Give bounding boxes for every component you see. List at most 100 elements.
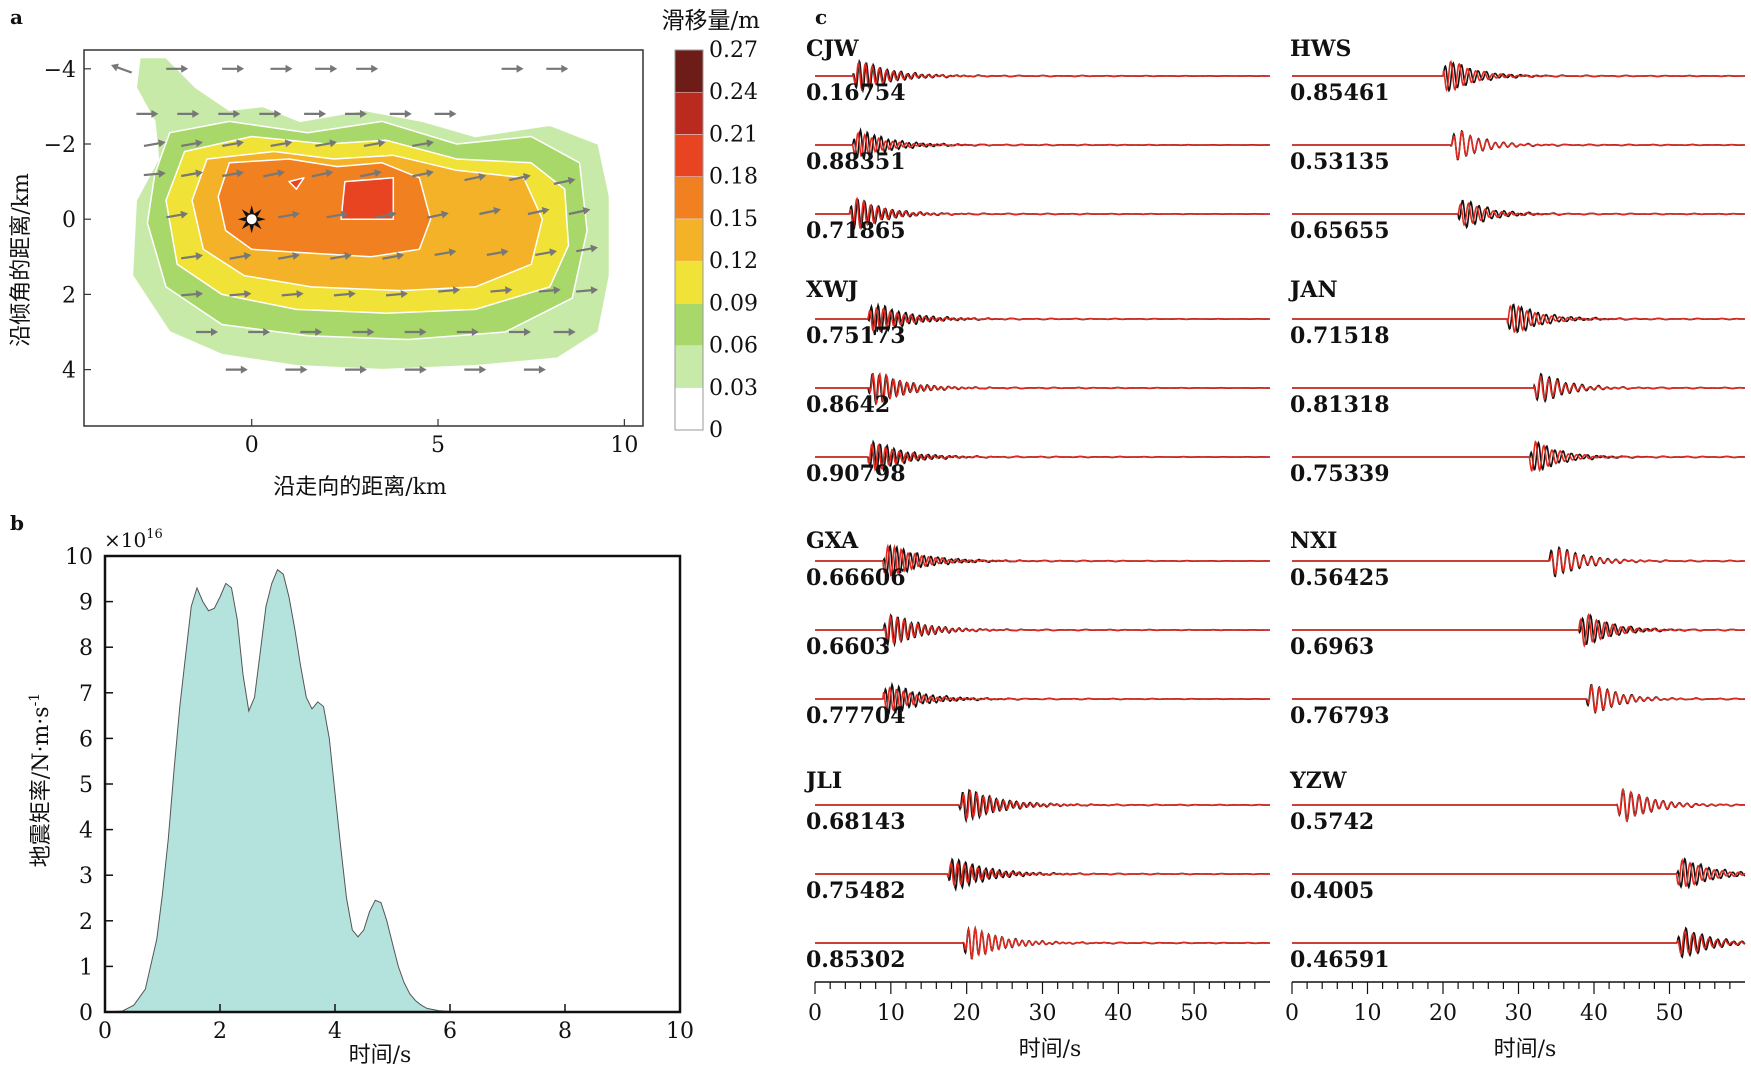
moment-rate-area bbox=[104, 568, 473, 1013]
rake-arrow-head bbox=[315, 328, 323, 336]
rake-arrow-shaft bbox=[490, 288, 509, 293]
c-time-tick-label: 20 bbox=[953, 1001, 981, 1026]
rake-arrow-head bbox=[524, 328, 531, 336]
rake-arrow-68 bbox=[285, 365, 308, 374]
correlation-coefficient: 0.6963 bbox=[1290, 634, 1374, 660]
colorbar-segment-7 bbox=[674, 91, 704, 135]
rake-arrow-head bbox=[195, 139, 203, 148]
b-ytick-label: 4 bbox=[79, 819, 93, 844]
a-ytick-label: 0 bbox=[62, 208, 76, 233]
rake-arrow-4 bbox=[315, 64, 338, 73]
colorbar-tick-label: 0.15 bbox=[709, 207, 758, 232]
correlation-coefficient: 0.6603 bbox=[806, 634, 890, 660]
rake-arrow-head bbox=[582, 206, 591, 215]
b-xtick-label: 2 bbox=[213, 1019, 227, 1044]
moment-rate-chart: b 0 2 4 6 8 10 0 1 2 3 4 5 6 7 8 9 10 ×1016 地震矩率/N·m·s-1… bbox=[10, 511, 694, 1068]
rake-arrow-head bbox=[296, 290, 304, 299]
rake-arrow-head bbox=[240, 365, 248, 374]
rake-arrow-42 bbox=[229, 252, 252, 261]
c-time-tick-label: 0 bbox=[1285, 1001, 1299, 1026]
correlation-coefficient: 0.5742 bbox=[1290, 809, 1374, 835]
synthetic-trace bbox=[1292, 548, 1745, 576]
rake-arrow-shaft bbox=[385, 292, 405, 297]
b-xlabel: 时间/s bbox=[349, 1043, 412, 1068]
synthetic-trace bbox=[815, 614, 1270, 645]
rake-arrow-head bbox=[396, 252, 405, 261]
correlation-coefficient: 0.75173 bbox=[806, 323, 906, 349]
synthetic-trace bbox=[1292, 612, 1745, 648]
synthetic-trace bbox=[1292, 787, 1745, 823]
colorbar-tick-label: 0.18 bbox=[709, 165, 758, 190]
correlation-coefficient: 0.90798 bbox=[806, 461, 906, 487]
rake-arrow-2 bbox=[222, 64, 245, 73]
rake-arrow-shaft bbox=[333, 292, 352, 297]
rake-arrow-head bbox=[478, 173, 487, 181]
rake-arrow-head bbox=[292, 210, 300, 219]
rake-arrow-head bbox=[371, 64, 379, 73]
b-ylabel: 地震矩率/N·m·s-1 bbox=[27, 693, 54, 867]
rake-arrow-51 bbox=[229, 290, 252, 299]
synthetic-trace bbox=[1292, 440, 1745, 473]
rake-arrow-head bbox=[151, 109, 159, 118]
rake-arrow-6 bbox=[501, 64, 524, 73]
synthetic-trace bbox=[1292, 130, 1745, 160]
colorbar-tick-label: 0.24 bbox=[709, 80, 758, 105]
synthetic-trace bbox=[1292, 304, 1745, 334]
rake-arrow-46 bbox=[434, 248, 457, 257]
rake-arrow-head bbox=[158, 169, 166, 178]
synthetic-trace bbox=[1292, 683, 1746, 713]
rake-arrow-head bbox=[448, 248, 457, 257]
station-name-HWS: HWS bbox=[1290, 36, 1351, 62]
synthetic-trace bbox=[815, 543, 1270, 577]
slip-region-6 bbox=[340, 177, 395, 220]
rake-arrow-31 bbox=[509, 173, 531, 182]
rake-arrow-head bbox=[285, 64, 293, 73]
colorbar-tick-label: 0 bbox=[709, 418, 723, 443]
a-xtick-label: 5 bbox=[431, 433, 445, 458]
rake-arrow-head bbox=[195, 290, 204, 299]
rake-arrow-shaft bbox=[181, 292, 200, 297]
rake-arrow-shaft bbox=[166, 213, 185, 219]
rake-arrow-head bbox=[404, 109, 412, 118]
rake-arrow-head bbox=[192, 109, 200, 118]
rake-arrow-12 bbox=[304, 109, 327, 118]
rake-arrow-59 bbox=[196, 328, 218, 336]
rake-arrow-55 bbox=[438, 286, 461, 295]
rake-arrow-head bbox=[388, 210, 397, 219]
rake-arrow-head bbox=[568, 328, 576, 336]
rake-arrow-62 bbox=[352, 328, 375, 336]
panel-label-c: c bbox=[815, 5, 827, 29]
rake-arrow-head bbox=[538, 365, 546, 374]
colorbar-segment-2 bbox=[674, 303, 704, 346]
rake-arrow-head bbox=[329, 139, 338, 148]
rake-arrow-26 bbox=[263, 169, 285, 178]
correlation-coefficient: 0.71518 bbox=[1290, 323, 1390, 349]
rake-arrow-43 bbox=[277, 252, 300, 261]
rake-arrow-64 bbox=[456, 328, 479, 336]
rake-arrow-56 bbox=[490, 286, 513, 295]
rake-arrow-head bbox=[400, 290, 408, 299]
rake-arrow-head bbox=[300, 365, 308, 374]
b-ytick-label: 5 bbox=[79, 773, 93, 798]
a-xlabel: 沿走向的距离/km bbox=[273, 475, 447, 500]
c-time-tick-label: 30 bbox=[1505, 1001, 1533, 1026]
rake-arrow-45 bbox=[382, 252, 405, 261]
rake-arrow-14 bbox=[389, 109, 412, 118]
rake-arrow-61 bbox=[300, 328, 323, 336]
correlation-coefficient: 0.88351 bbox=[806, 149, 906, 175]
rake-arrow-1 bbox=[166, 64, 189, 73]
rake-arrow-40 bbox=[568, 206, 591, 216]
synthetic-trace bbox=[815, 442, 1270, 472]
rake-arrow-head bbox=[541, 206, 550, 215]
rake-arrow-head bbox=[244, 290, 252, 299]
rake-arrow-head bbox=[441, 210, 449, 219]
colorbar-segment-1 bbox=[674, 345, 704, 389]
rake-arrow-head bbox=[195, 252, 203, 261]
b-ytick-label: 0 bbox=[79, 1001, 93, 1026]
c-time-tick-label: 40 bbox=[1104, 1001, 1132, 1026]
rake-arrow-head bbox=[319, 109, 327, 118]
slip-region-5 bbox=[288, 177, 305, 190]
rake-arrow-17 bbox=[181, 139, 203, 148]
rake-arrow-head bbox=[181, 64, 189, 73]
